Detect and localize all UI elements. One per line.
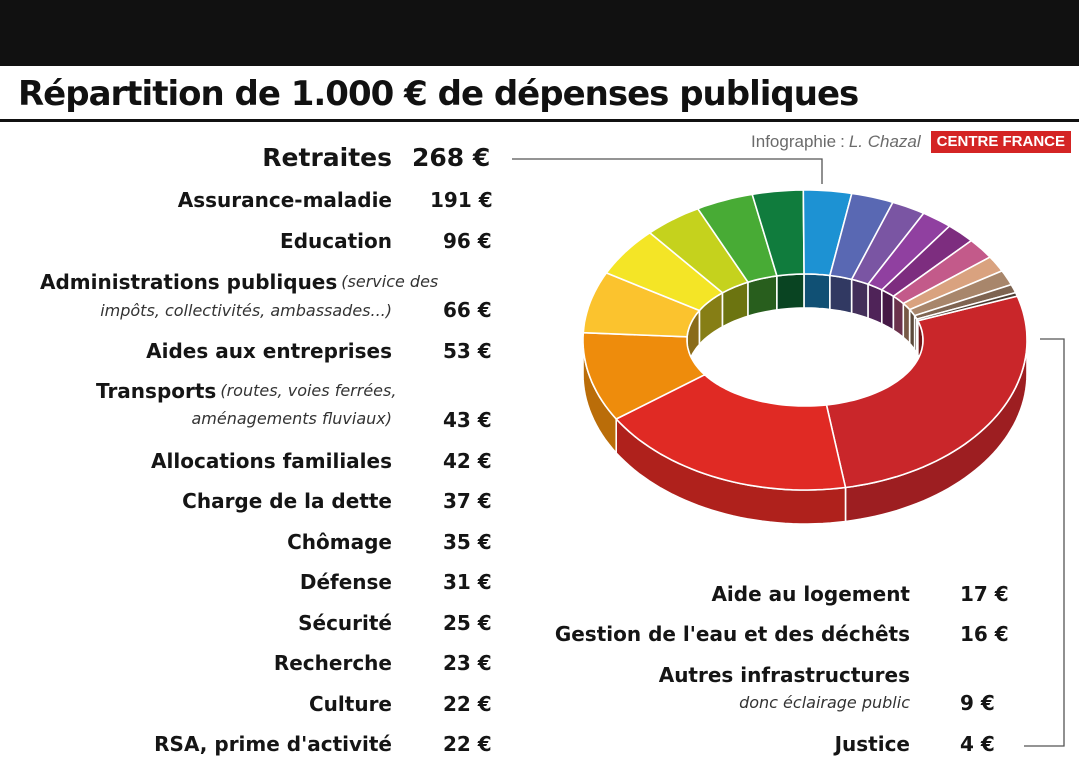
legend-label-transports: Transports — [96, 379, 217, 403]
slice-inner-wall-12 — [881, 289, 895, 332]
brand-logo: CENTRE FRANCE — [930, 131, 1071, 153]
credit-label: Infographie — [751, 132, 837, 151]
legend-label-charge-de-la-dette: Charge de la dette — [182, 489, 392, 513]
slice-14 — [902, 256, 1003, 311]
legend-label-education: Education — [280, 229, 392, 253]
legend-value-transports: 43 € — [443, 408, 492, 432]
legend-value-chomage: 35 € — [443, 530, 492, 554]
leader-line-retraites — [512, 158, 823, 184]
slice-inner-wall-13 — [892, 295, 905, 339]
leader-line-small-slices — [1024, 338, 1065, 747]
legend-label-defense: Défense — [299, 570, 392, 594]
slice-12 — [881, 225, 973, 298]
slice-outer-wall-1 — [615, 418, 847, 525]
legend-label-justice: Justice — [834, 732, 910, 756]
legend-label-aide-au-logement: Aide au logement — [711, 582, 910, 606]
legend-label-gestion-de-l-eau-et-des-dechets: Gestion de l'eau et des déchêts — [554, 622, 910, 646]
slice-1 — [615, 373, 847, 491]
legend-value-education: 96 € — [443, 229, 492, 253]
legend-label-rsa-prime-d-activite: RSA, prime d'activité — [154, 732, 392, 756]
legend-note-cont-administrations-publiques: impôts, collectivités, ambassades...) — [100, 301, 392, 320]
legend-value-retraites: 268 € — [412, 143, 491, 172]
legend-label-chomage: Chômage — [287, 530, 392, 554]
slice-inner-wall-17 — [916, 318, 919, 356]
slice-inner-wall-10 — [850, 278, 869, 319]
legend-value-aides-aux-entreprises: 53 € — [443, 339, 492, 363]
legend-value-rsa-prime-d-activite: 22 € — [443, 732, 492, 756]
slice-inner-wall-16 — [913, 314, 918, 354]
slice-inner-wall-5 — [721, 281, 749, 328]
slice-7 — [751, 189, 805, 277]
legend-value-assurance-maladie: 191 € — [430, 188, 493, 212]
page-title: Répartition de 1.000 € de dépenses publi… — [0, 66, 1079, 122]
slice-outer-wall-0 — [844, 339, 1028, 523]
legend-label-allocations-familiales: Allocations familiales — [151, 449, 392, 473]
legend-label-securite: Sécurité — [298, 611, 392, 635]
slice-6 — [697, 193, 778, 283]
slice-inner-wall-6 — [747, 275, 778, 317]
legend-label-administrations-publiques: Administrations publiques — [40, 270, 338, 294]
legend-label-assurance-maladie: Assurance-maladie — [177, 188, 392, 212]
slice-inner-wall-14 — [902, 302, 911, 345]
legend-value-gestion-de-l-eau-et-des-dechets: 16 € — [960, 622, 1009, 646]
slice-15 — [908, 270, 1013, 317]
legend-value-charge-de-la-dette: 37 € — [443, 489, 492, 513]
legend-label-recherche: Recherche — [273, 651, 392, 675]
slice-inner-wall-7 — [776, 273, 805, 311]
legend-value-recherche: 23 € — [443, 651, 492, 675]
slice-outer-wall-2 — [582, 339, 617, 454]
slice-17 — [916, 291, 1019, 322]
slice-3 — [582, 272, 701, 338]
legend-label-autres-infrastructures: Autres infrastructures — [658, 663, 910, 687]
legend-value-culture: 22 € — [443, 692, 492, 716]
legend-label-retraites: Retraites — [262, 143, 392, 172]
legend-label-aides-aux-entreprises: Aides aux entreprises — [146, 339, 392, 363]
slice-11 — [867, 212, 951, 291]
slice-5 — [649, 207, 749, 294]
top-black-band — [0, 0, 1079, 66]
slice-4 — [605, 232, 724, 312]
legend-note-administrations-publiques: (service des — [341, 272, 439, 291]
credit-separator: : — [840, 132, 845, 151]
legend-value-administrations-publiques: 66 € — [443, 298, 492, 322]
credit-line: Infographie : L. Chazal CENTRE FRANCE — [751, 130, 1071, 154]
slice-0 — [825, 295, 1028, 489]
slice-inner-wall-0 — [917, 319, 924, 375]
legend-value-defense: 31 € — [443, 570, 492, 594]
slice-inner-wall-9 — [829, 274, 853, 315]
legend-note-cont-transports: aménagements fluviaux) — [191, 409, 393, 428]
legend-note-transports: (routes, voies ferrées, — [220, 381, 397, 400]
slice-inner-wall-11 — [867, 283, 883, 325]
title-underline — [0, 119, 1079, 122]
legend-value-allocations-familiales: 42 € — [443, 449, 492, 473]
legend-value-autres-infrastructures: 9 € — [960, 691, 995, 715]
slice-inner-wall-15 — [908, 308, 916, 351]
legend-note-autres-infrastructures: donc éclairage public — [739, 693, 910, 712]
legend-value-securite: 25 € — [443, 611, 492, 635]
slice-9 — [829, 192, 894, 281]
legend-value-aide-au-logement: 17 € — [960, 582, 1009, 606]
legend-label-culture: Culture — [309, 692, 392, 716]
slice-13 — [892, 239, 991, 305]
slice-16 — [913, 283, 1017, 320]
slice-inner-wall-3 — [686, 309, 701, 372]
legend-value-justice: 4 € — [960, 732, 995, 756]
slice-8 — [802, 189, 853, 277]
slice-inner-wall-8 — [803, 273, 831, 311]
slice-2 — [582, 331, 706, 420]
slice-inner-wall-4 — [698, 292, 724, 346]
slice-10 — [850, 201, 925, 285]
credit-author: L. Chazal — [848, 132, 921, 151]
